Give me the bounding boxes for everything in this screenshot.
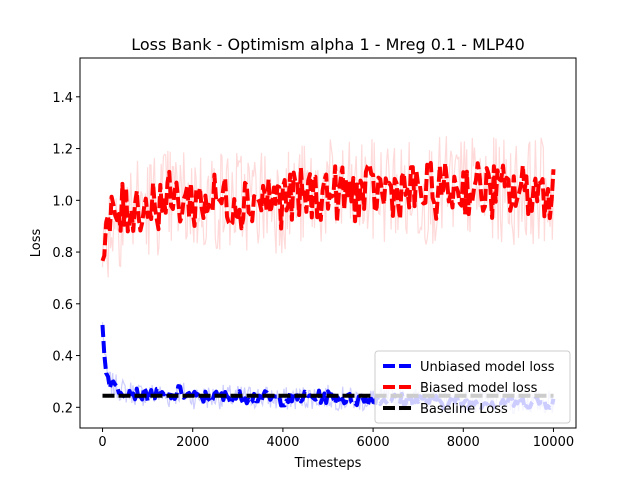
series-0-line <box>100 324 556 411</box>
x-axis-label: Timesteps <box>294 456 362 471</box>
y-axis-label: Loss <box>29 229 44 258</box>
chart-title: Loss Bank - Optimism alpha 1 - Mreg 0.1 … <box>131 35 525 54</box>
x-tick-label: 0 <box>98 435 106 450</box>
y-tick-label: 0.2 <box>52 401 73 416</box>
legend-box <box>374 350 571 424</box>
legend-label: Unbiased model loss <box>420 360 555 375</box>
y-tick-label: 1.4 <box>52 91 73 106</box>
x-tick-label: 2000 <box>176 435 209 450</box>
x-tick-label: 6000 <box>357 435 390 450</box>
y-tick-label: 0.4 <box>52 350 73 365</box>
legend: Unbiased model loss Biased model loss Base… <box>374 350 571 424</box>
y-tick-label: 1.0 <box>52 194 73 209</box>
y-tick-label: 0.8 <box>52 246 73 261</box>
x-tick-label: 10000 <box>533 435 574 450</box>
x-axis-ticks: 0 2000 4000 6000 8000 10000 <box>98 428 574 450</box>
legend-label: Biased model loss <box>420 381 538 396</box>
y-axis-ticks: 0.2 0.4 0.6 0.8 1.0 1.2 1.4 <box>52 91 80 416</box>
x-tick-label: 8000 <box>447 435 480 450</box>
x-tick-label: 4000 <box>266 435 299 450</box>
series-1-noise <box>101 136 555 278</box>
series-1-line <box>100 160 556 262</box>
y-tick-label: 0.6 <box>52 298 73 313</box>
legend-label: Baseline Loss <box>420 402 508 417</box>
plot-frame <box>79 57 577 429</box>
y-tick-label: 1.2 <box>52 143 73 158</box>
